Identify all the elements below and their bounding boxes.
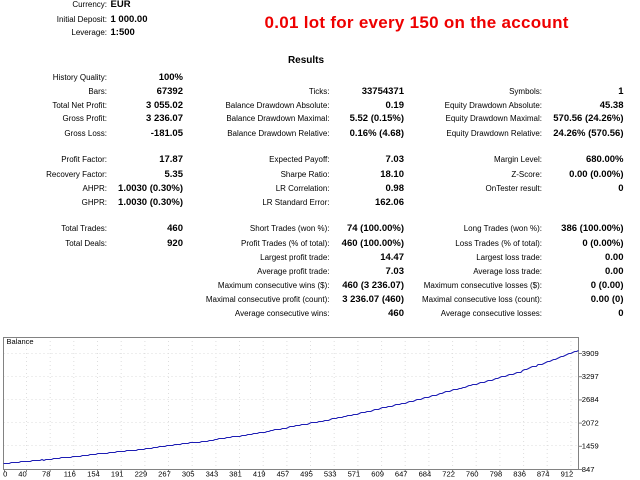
- svg-text:0: 0: [3, 469, 7, 478]
- svg-text:78: 78: [42, 469, 50, 478]
- svg-text:2684: 2684: [582, 395, 599, 404]
- svg-text:647: 647: [395, 469, 408, 478]
- svg-text:191: 191: [111, 469, 124, 478]
- svg-text:3909: 3909: [582, 349, 599, 358]
- svg-text:495: 495: [300, 469, 313, 478]
- svg-text:305: 305: [182, 469, 195, 478]
- svg-text:457: 457: [277, 469, 290, 478]
- svg-text:760: 760: [466, 469, 479, 478]
- svg-text:571: 571: [348, 469, 361, 478]
- svg-text:Balance: Balance: [7, 337, 34, 346]
- svg-text:798: 798: [490, 469, 503, 478]
- svg-text:381: 381: [229, 469, 242, 478]
- svg-text:419: 419: [253, 469, 266, 478]
- svg-text:343: 343: [206, 469, 219, 478]
- svg-text:154: 154: [87, 469, 100, 478]
- svg-text:533: 533: [324, 469, 337, 478]
- svg-text:267: 267: [158, 469, 171, 478]
- svg-text:684: 684: [419, 469, 432, 478]
- svg-text:912: 912: [561, 469, 574, 478]
- svg-text:1459: 1459: [582, 442, 599, 451]
- svg-text:836: 836: [513, 469, 526, 478]
- svg-text:874: 874: [537, 469, 550, 478]
- svg-text:116: 116: [64, 469, 76, 478]
- svg-text:2072: 2072: [582, 418, 599, 427]
- svg-text:722: 722: [442, 469, 455, 478]
- svg-text:229: 229: [135, 469, 148, 478]
- svg-text:847: 847: [582, 465, 595, 474]
- svg-text:609: 609: [371, 469, 384, 478]
- svg-text:40: 40: [18, 469, 26, 478]
- svg-text:3297: 3297: [582, 372, 599, 381]
